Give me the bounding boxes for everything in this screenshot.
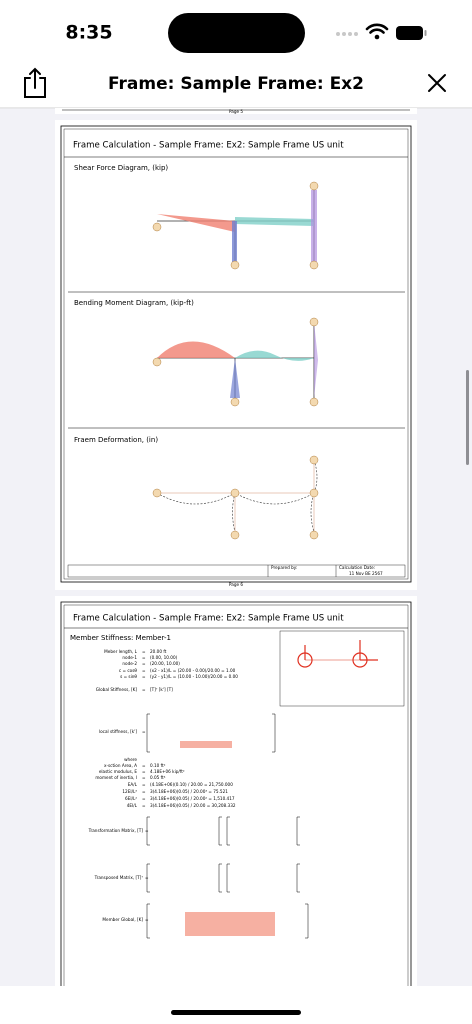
- calc-equals: =: [142, 649, 146, 654]
- calc-value: 3(4.18E+06)(0.05) / 20.00³ = 75.521: [150, 789, 228, 794]
- calc-equals: =: [142, 729, 146, 734]
- wifi-dot: [374, 34, 380, 40]
- close-button[interactable]: [428, 74, 446, 92]
- bottom-bar: [0, 986, 472, 1024]
- status-time: 8:35: [65, 22, 112, 44]
- calc-value: [T]ᵀ [k'] [T]: [150, 687, 173, 692]
- calc-label: local stiffness, [k']: [99, 729, 137, 734]
- battery-icon: [396, 26, 423, 40]
- calc-label: c = cosθ: [119, 668, 138, 673]
- calc-value: (x2 - x1)/L = (20.00 - 0.00)/20.00 = 1.0…: [150, 668, 236, 673]
- scroll-indicator: [466, 370, 469, 465]
- calc-equals: =: [142, 782, 146, 787]
- calc-equals: =: [142, 803, 146, 808]
- calc-label: node-1: [122, 655, 137, 660]
- calc-equals: =: [142, 775, 146, 780]
- calc-equals: =: [142, 687, 146, 692]
- calc-equals: =: [142, 769, 146, 774]
- matrix-equals: =: [145, 875, 149, 880]
- page-number: Page 6: [229, 582, 243, 587]
- calc-label: moment of inertia, I: [95, 775, 137, 780]
- calc-label: 4EI/L: [127, 803, 138, 808]
- member-sketch: [297, 640, 378, 668]
- calc-label: Global Stiffness, [K]: [96, 687, 138, 692]
- dynamic-island: [168, 13, 305, 53]
- calc-equals: =: [142, 661, 146, 666]
- section-title: Fraem Deformation, (in): [74, 436, 158, 444]
- page-frame: [60, 601, 412, 986]
- pdf-page: [55, 108, 417, 114]
- matrix-label: Transposed Matrix, [T]ᵀ: [94, 875, 144, 880]
- date: 11 Nov BE 2567: [349, 571, 383, 576]
- matrix-label: Member Global, [K]: [102, 917, 143, 922]
- matrix-blocks: [146, 713, 309, 939]
- prepared-by: Prepared by:: [271, 565, 297, 570]
- calc-equals: =: [142, 655, 146, 660]
- calc-value: 4.18E+06 kip/ft²: [150, 769, 185, 774]
- wifi-icon: [365, 23, 389, 34]
- calc-value: (0.00, 10.00): [150, 655, 178, 660]
- page-number: Page 5: [229, 109, 243, 114]
- signal-icon: [336, 32, 358, 36]
- date-label: Calculation Date:: [339, 565, 375, 570]
- calc-equals: =: [142, 789, 146, 794]
- section-title: Shear Force Diagram, (kip): [74, 164, 168, 172]
- calc-label: Meber length, L: [104, 649, 137, 654]
- page-header: Frame Calculation - Sample Frame: Ex2: S…: [73, 614, 344, 624]
- calc-value: 0.10 ft²: [150, 763, 166, 768]
- calc-value: (4.18E+06)(0.10) / 20.00 = 21,750.000: [150, 782, 233, 787]
- calc-label: 6EI/L²: [125, 796, 137, 801]
- page-header: Frame Calculation - Sample Frame: Ex2: S…: [73, 141, 344, 151]
- matrix-equals: =: [145, 828, 149, 833]
- calc-label: 12EI/L³: [122, 789, 137, 794]
- section-title: Bending Moment Diagram, (kip-ft): [74, 299, 194, 307]
- calc-label: x-sction Area, A: [104, 763, 137, 768]
- battery-tip: [424, 30, 427, 36]
- calc-label: s = sinθ: [120, 674, 137, 679]
- calc-value: 20.00 ft: [150, 649, 167, 654]
- calc-value: 3(4.18E+06)(0.05) / 20.00 = 30,208.332: [150, 803, 236, 808]
- calc-label: EA/L: [128, 782, 138, 787]
- calc-value: 3(4.18E+06)(0.05) / 20.00² = 1,510.417: [150, 796, 235, 801]
- divider: [0, 107, 472, 109]
- share-button[interactable]: [24, 67, 46, 98]
- section-title: Member Stiffness: Member-1: [70, 634, 171, 642]
- calc-equals: =: [142, 674, 146, 679]
- calc-equals: =: [142, 668, 146, 673]
- calc-value: (20.00, 10.00): [150, 661, 180, 666]
- calc-equals: =: [142, 796, 146, 801]
- calc-label: elastic modulus, E: [99, 769, 138, 774]
- calc-value: 0.05 ft⁴: [150, 775, 166, 780]
- pdf-page: [55, 120, 417, 590]
- deformation-diagram: [152, 455, 319, 540]
- page-frame: [60, 125, 412, 583]
- shear-diagram: [152, 181, 319, 270]
- nav-title: Frame: Sample Frame: Ex2: [108, 74, 364, 94]
- moment-diagram: [152, 317, 319, 407]
- calc-equals: =: [142, 763, 146, 768]
- matrix-label: Transformation Matrix, [T]: [88, 828, 144, 833]
- calc-value: (y2 - y1)/L = (10.00 - 10.00)/20.00 = 0.…: [150, 674, 238, 679]
- calc-label: where: [124, 757, 137, 762]
- home-indicator: [171, 1010, 301, 1015]
- calc-label: node-2: [122, 661, 137, 666]
- matrix-equals: =: [145, 917, 149, 922]
